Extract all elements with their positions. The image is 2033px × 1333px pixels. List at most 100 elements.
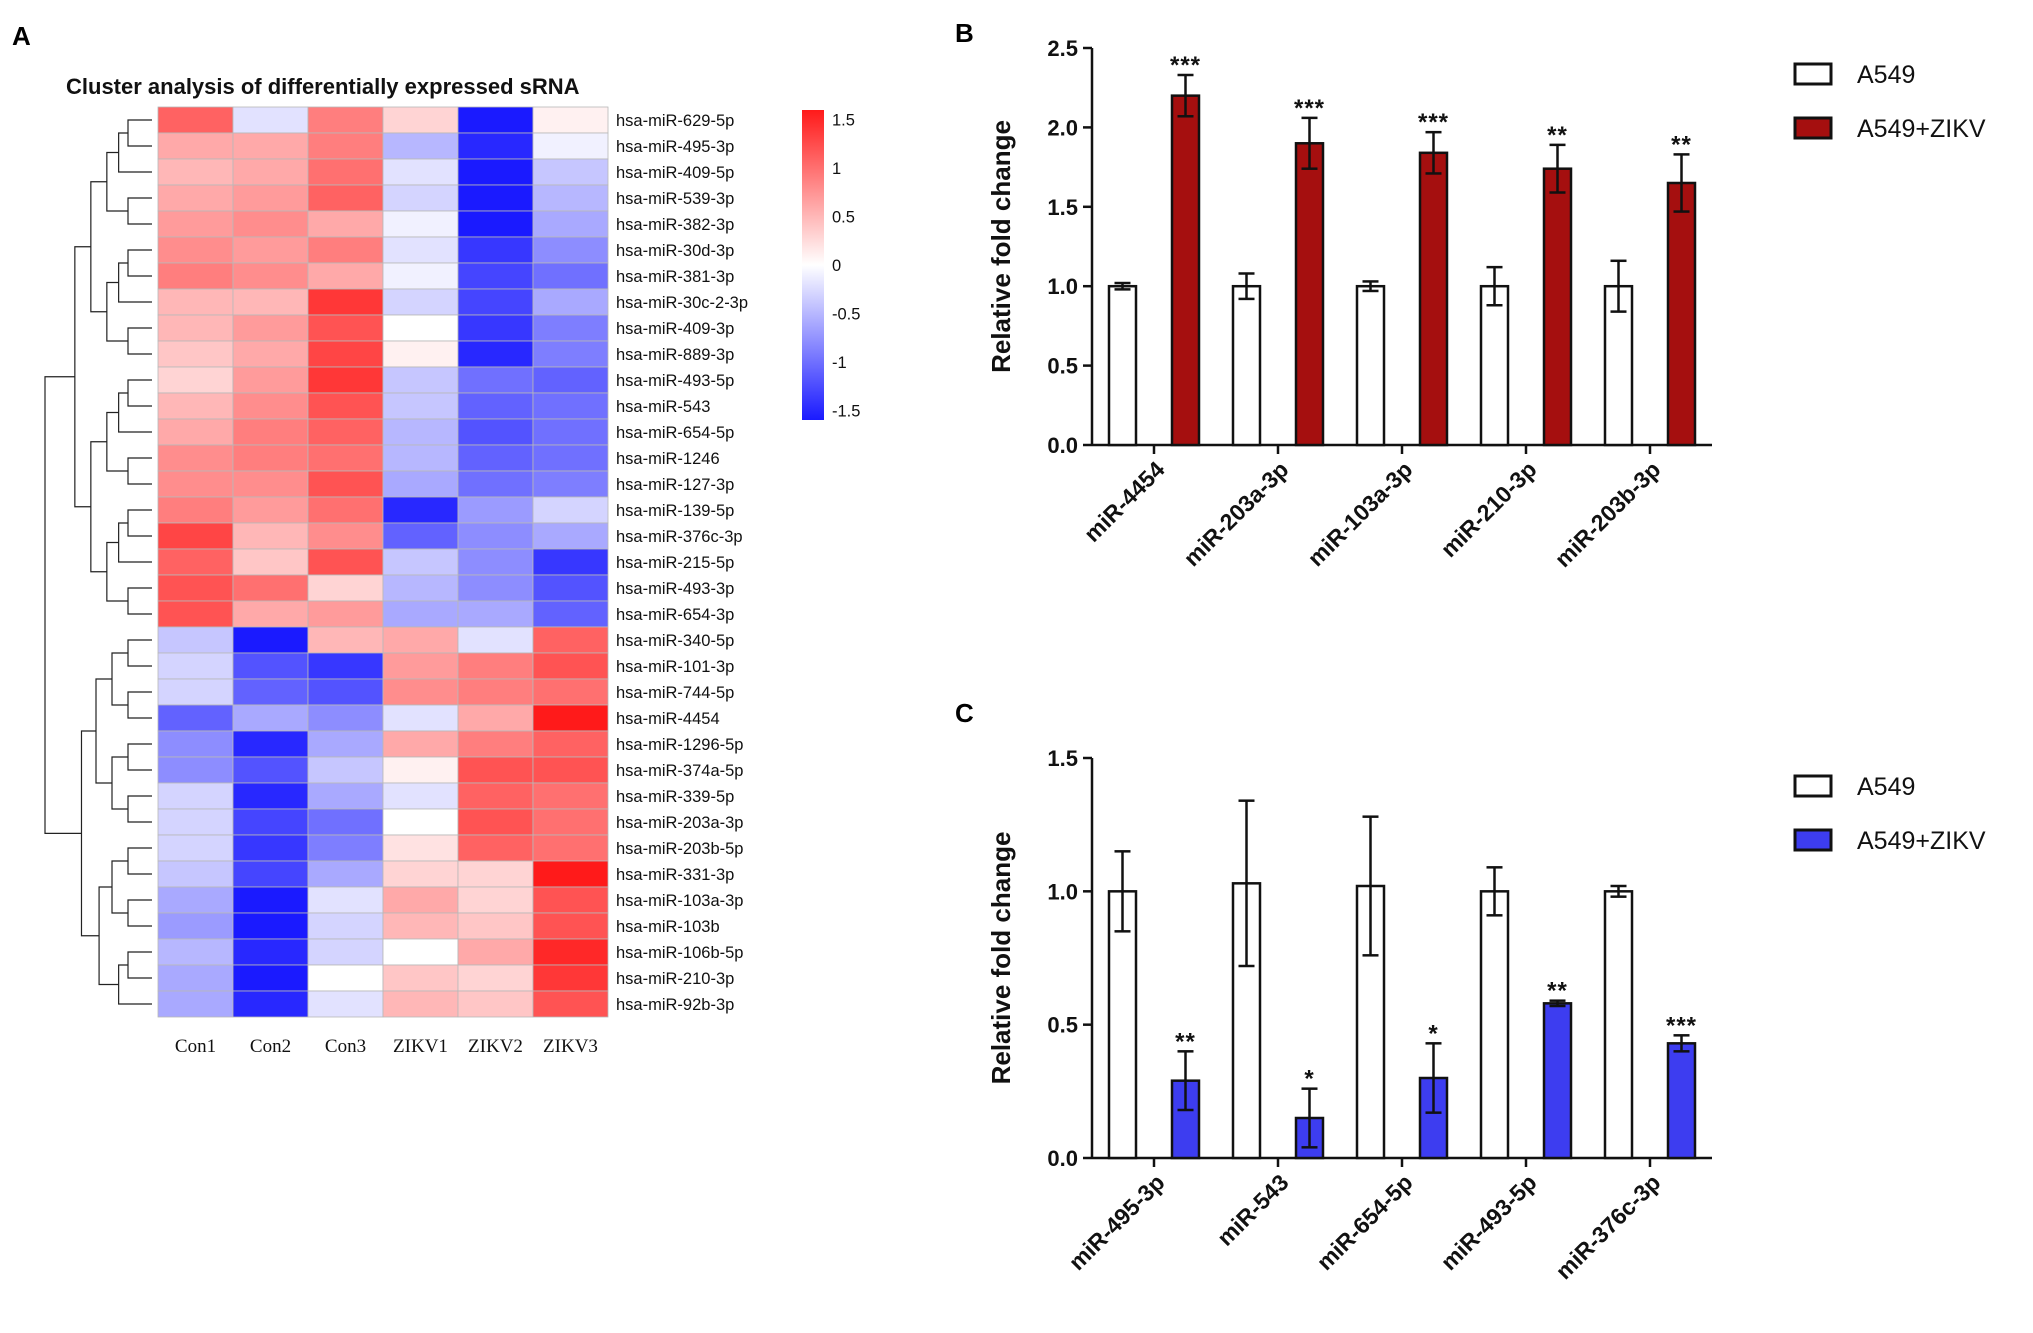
heatmap-cell: [532, 132, 609, 160]
dendrogram-branch: [127, 197, 152, 225]
heatmap-cell: [307, 184, 384, 212]
heatmap-column-label: ZIKV1: [393, 1036, 448, 1057]
heatmap-cell: [457, 574, 534, 602]
heatmap-cell: [307, 366, 384, 394]
heatmap-panel: Cluster analysis of differentially expre…: [44, 74, 860, 1057]
heatmap-cell: [157, 756, 234, 784]
legend-swatch: [1793, 828, 1833, 852]
heatmap-cell: [457, 470, 534, 498]
heatmap-column-label: Con1: [175, 1036, 216, 1057]
dendrogram-branch: [111, 756, 128, 810]
panel-label-a: A: [12, 21, 31, 51]
heatmap-cell: [157, 262, 234, 290]
heatmap-cell: [157, 470, 234, 498]
heatmap-cell: [232, 990, 309, 1018]
heatmap-cell: [307, 964, 384, 992]
heatmap-cell: [307, 990, 384, 1018]
legend-swatch: [1793, 62, 1833, 86]
heatmap-cell: [382, 678, 459, 706]
heatmap-row-label: hsa-miR-103a-3p: [616, 892, 743, 910]
heatmap-cell: [457, 730, 534, 758]
heatmap-cell: [157, 158, 234, 186]
heatmap-cell: [232, 496, 309, 524]
heatmap-column-label: ZIKV3: [543, 1036, 598, 1057]
heatmap-cell: [157, 652, 234, 680]
dendrogram-branch: [127, 509, 152, 537]
y-axis-label: Relative fold change: [986, 120, 1016, 373]
heatmap-cell: [232, 132, 309, 160]
heatmap-cell: [232, 366, 309, 394]
significance-label: **: [1671, 131, 1692, 158]
dendrogram-branch: [127, 249, 152, 277]
heatmap-cell: [457, 990, 534, 1018]
heatmap-cell: [532, 756, 609, 784]
heatmap-cell: [232, 678, 309, 706]
dendrogram-branch: [106, 411, 128, 472]
heatmap-cell: [382, 860, 459, 888]
heatmap-cell: [457, 418, 534, 446]
heatmap-cell: [307, 496, 384, 524]
bar-zikv: [1418, 151, 1449, 447]
x-category-label: miR-376c-3p: [1550, 1169, 1665, 1284]
heatmap-row-label: hsa-miR-4454: [616, 710, 720, 728]
heatmap-cell: [307, 288, 384, 316]
significance-label: **: [1547, 978, 1568, 1005]
colorbar-tick-label: -0.5: [832, 305, 860, 323]
significance-label: **: [1175, 1028, 1196, 1055]
heatmap-cell: [232, 392, 309, 420]
heatmap-cell: [307, 600, 384, 628]
heatmap-cell: [457, 912, 534, 940]
heatmap-cell: [532, 184, 609, 212]
heatmap-cell: [157, 288, 234, 316]
heatmap-cell: [457, 262, 534, 290]
heatmap-cell: [232, 522, 309, 550]
heatmap-row-label: hsa-miR-30c-2-3p: [616, 294, 748, 312]
heatmap-cell: [157, 600, 234, 628]
heatmap-cell: [457, 340, 534, 368]
bar-control: [1479, 890, 1510, 1160]
heatmap-title: Cluster analysis of differentially expre…: [66, 74, 580, 99]
bar-control: [1107, 284, 1138, 447]
heatmap-cell: [382, 158, 459, 186]
heatmap-cell: [157, 184, 234, 212]
panel-label-c: C: [955, 698, 974, 728]
heatmap-cell: [157, 522, 234, 550]
heatmap-cell: [157, 106, 234, 134]
heatmap-cell: [382, 106, 459, 134]
heatmap-cell: [307, 548, 384, 576]
y-tick-label: 2.5: [1047, 36, 1078, 61]
heatmap-cell: [457, 496, 534, 524]
heatmap-cell: [157, 210, 234, 238]
heatmap-cell: [307, 522, 384, 550]
heatmap-cell: [532, 366, 609, 394]
heatmap-row-label: hsa-miR-382-3p: [616, 216, 734, 234]
bar-zikv: [1170, 94, 1201, 447]
dendrogram-branch: [127, 639, 152, 667]
heatmap-cell: [532, 704, 609, 732]
heatmap-row-label: hsa-miR-376c-3p: [616, 528, 743, 546]
x-category-label: miR-4454: [1079, 456, 1170, 547]
heatmap-row-label: hsa-miR-106b-5p: [616, 944, 743, 962]
dendrogram-branch: [127, 327, 152, 355]
heatmap-column-labels: Con1 Con2 Con3 ZIKV1 ZIKV2 ZIKV3: [175, 1036, 598, 1057]
colorbar-tick-label: -1: [832, 354, 847, 372]
heatmap-cell: [157, 236, 234, 264]
heatmap-cell: [232, 626, 309, 654]
heatmap-cell: [157, 808, 234, 836]
y-tick-label: 0.5: [1047, 1013, 1078, 1038]
colorbar-gradient: [802, 110, 824, 420]
heatmap-cell: [382, 340, 459, 368]
heatmap-row-label: hsa-miR-1296-5p: [616, 736, 743, 754]
heatmap-row-label: hsa-miR-340-5p: [616, 632, 734, 650]
dendrogram-branch: [74, 246, 91, 508]
legend-label: A549+ZIKV: [1857, 827, 1986, 855]
heatmap-cell: [232, 418, 309, 446]
heatmap-cell: [232, 262, 309, 290]
bar-control: [1355, 284, 1386, 447]
heatmap-cell: [382, 782, 459, 810]
dendrogram-branch: [127, 119, 152, 147]
heatmap-cell: [382, 938, 459, 966]
y-tick-label: 1.5: [1047, 195, 1078, 220]
dendrogram-branch: [127, 379, 152, 407]
